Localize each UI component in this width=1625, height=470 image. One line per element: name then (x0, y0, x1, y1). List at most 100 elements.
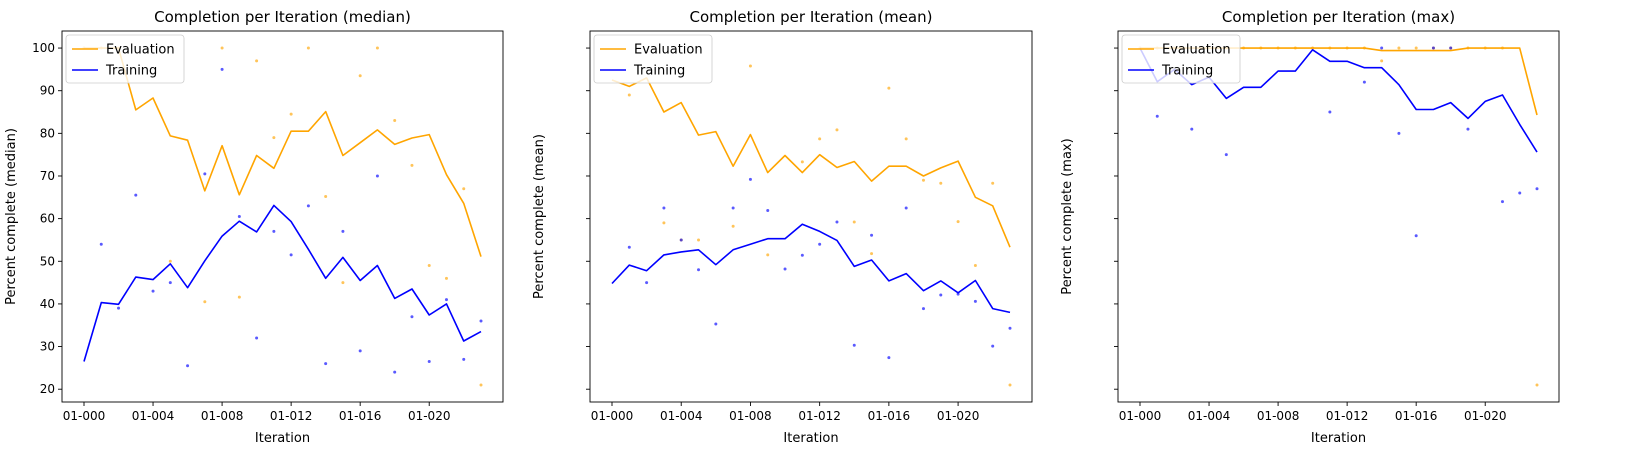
scatter-point (818, 137, 822, 141)
y-axis-label: Percent complete (median) (4, 128, 19, 305)
scatter-point (731, 224, 735, 228)
scatter-point (1155, 114, 1159, 118)
y-tick-label: 80 (40, 126, 55, 140)
scatter-point (220, 46, 224, 50)
scatter-point (1362, 80, 1366, 84)
scatter-point (697, 238, 701, 242)
scatter-point (870, 252, 874, 256)
scatter-point (427, 359, 431, 363)
scatter-point (697, 268, 701, 272)
scatter-point (662, 221, 666, 225)
series-evaluation (82, 46, 483, 387)
scatter-point (887, 356, 891, 360)
scatter-point (1535, 187, 1539, 191)
scatter-point (134, 193, 138, 197)
scatter-point (1380, 59, 1384, 63)
scatter-point (203, 172, 207, 176)
scatter-point (714, 322, 718, 326)
scatter-point (852, 343, 856, 347)
y-tick-label: 70 (40, 169, 55, 183)
scatter-point (800, 160, 804, 164)
legend: Evaluation Training (65, 34, 185, 84)
scatter-point (237, 215, 241, 218)
scatter-point (444, 298, 448, 302)
x-tick-label: 01-004 (132, 409, 175, 423)
scatter-point (818, 242, 822, 246)
x-tick-label: 01-000 (63, 409, 106, 423)
x-tick-label: 01-008 (729, 409, 772, 423)
scatter-point (168, 281, 172, 285)
legend-box (1121, 34, 1241, 84)
x-tick-label: 01-008 (201, 409, 244, 423)
scatter-point (1008, 326, 1012, 330)
scatter-point (904, 137, 908, 141)
scatter-point (324, 194, 328, 198)
scatter-point (306, 204, 310, 208)
scatter-point (783, 267, 787, 271)
scatter-point (289, 112, 293, 116)
x-tick-label: 01-016 (868, 409, 911, 423)
scatter-point (410, 315, 414, 319)
legend-label: Training (633, 64, 685, 79)
x-tick-label: 01-000 (1119, 409, 1162, 423)
scatter-point (921, 307, 925, 311)
scatter-point (991, 344, 995, 348)
series-line (84, 47, 482, 257)
scatter-point (1414, 46, 1418, 50)
scatter-point (939, 293, 943, 297)
series-training (611, 177, 1012, 360)
scatter-point (479, 319, 483, 323)
scatter-point (645, 281, 649, 285)
y-tick-label: 40 (40, 297, 55, 311)
scatter-point (99, 242, 103, 246)
scatter-point (1397, 131, 1401, 135)
chart-panel-2: Completion per Iteration (max) 01-000 01-0… (1060, 8, 1560, 446)
series-line (611, 223, 1011, 314)
scatter-point (852, 220, 856, 224)
y-tick-label: 60 (40, 212, 55, 226)
scatter-point (1414, 234, 1418, 238)
scatter-point (306, 46, 310, 50)
x-tick-label: 01-008 (1257, 409, 1300, 423)
series-line (611, 77, 1011, 248)
scatter-point (835, 220, 839, 224)
scatter-point (1008, 383, 1012, 387)
scatter-point (973, 264, 977, 268)
x-axis-label: Iteration (1311, 431, 1366, 446)
scatter-point (1397, 46, 1401, 50)
series-line (83, 204, 482, 362)
scatter-point (375, 174, 379, 178)
x-tick-label: 01-020 (408, 409, 451, 423)
scatter-point (393, 370, 397, 374)
chart-panel-1: Completion per Iteration (mean) 01-000 01-… (532, 8, 1033, 446)
series-evaluation (611, 64, 1012, 387)
scatter-point (991, 181, 995, 185)
scatter-point (203, 300, 207, 304)
scatter-point (731, 206, 735, 210)
legend-label: Training (1161, 64, 1213, 79)
scatter-point (462, 357, 466, 361)
scatter-point (289, 253, 293, 257)
scatter-point (904, 206, 908, 210)
scatter-point (272, 229, 276, 233)
chart-title: Completion per Iteration (max) (1222, 8, 1455, 26)
scatter-point (1224, 153, 1228, 157)
legend-label: Evaluation (106, 43, 175, 58)
scatter-point (168, 259, 172, 263)
legend-label: Training (105, 64, 157, 79)
scatter-point (1500, 200, 1504, 204)
series-training (83, 67, 483, 374)
scatter-point (186, 364, 190, 368)
series-evaluation (1138, 46, 1539, 387)
y-tick-label: 30 (40, 340, 55, 354)
scatter-point (766, 209, 770, 213)
scatter-point (393, 119, 397, 123)
scatter-point (870, 233, 874, 237)
scatter-point (255, 59, 259, 63)
y-tick-label: 100 (32, 41, 55, 55)
x-tick-label: 01-016 (1395, 409, 1438, 423)
x-tick-label: 01-016 (339, 409, 382, 423)
scatter-point (117, 306, 121, 310)
x-axis-label: Iteration (783, 431, 838, 446)
